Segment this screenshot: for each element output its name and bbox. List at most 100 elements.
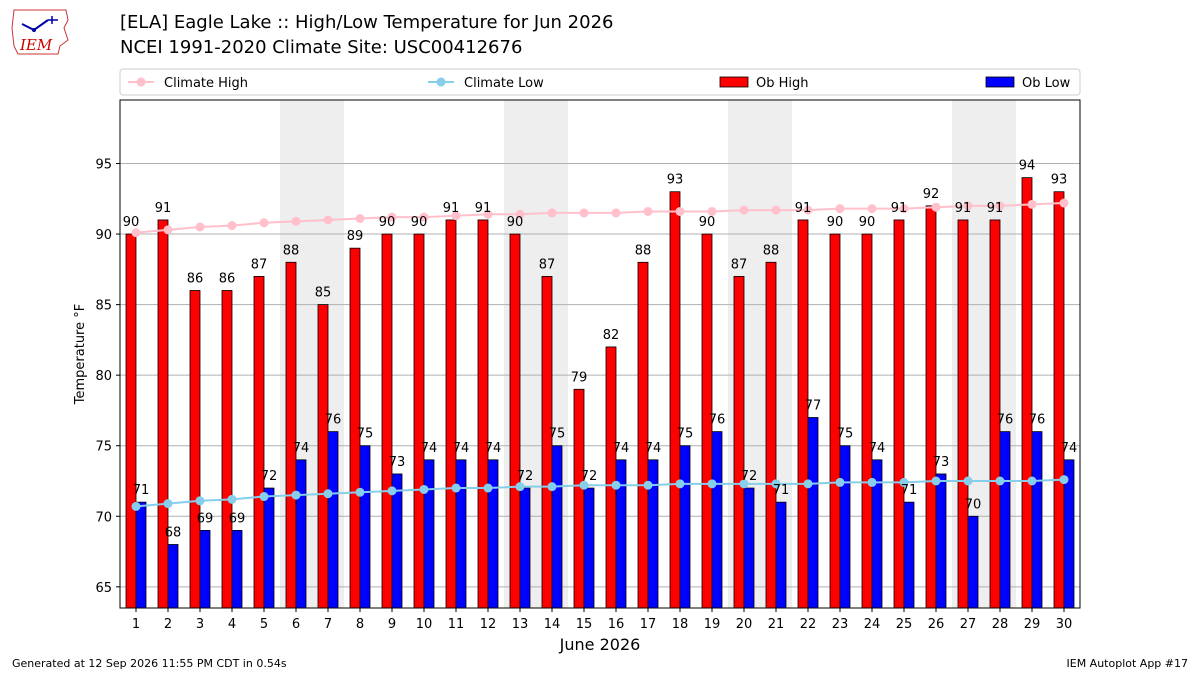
ob-low-bar [967,515,979,609]
climate-low-point [771,479,781,489]
ob-high-bar [157,219,169,609]
ob-high-bar-label: 91 [891,201,908,216]
x-tick-label: 20 [736,617,753,632]
climate-low-line [135,478,1065,508]
x-tick-label: 19 [704,617,721,632]
ob-low-bar [903,501,915,609]
ob-low-bar-label: 76 [1029,413,1046,428]
climate-low-point [643,480,653,490]
ob-high-bar-label: 90 [379,215,396,230]
ob-high-bar [285,261,297,609]
ob-high-bar [797,219,809,609]
ob-high-bar-label: 87 [251,257,268,272]
ob-high-bar-label: 90 [699,215,716,230]
climate-low-point [355,487,365,497]
climate-high-point [643,206,653,216]
y-axis-label: Temperature °F [73,304,88,405]
ob-high-bar [829,233,841,609]
ob-high-bar [381,233,393,609]
ob-high-bar-label: 91 [443,201,460,216]
ob-high-bar-label: 89 [347,229,364,244]
ob-low-bar [263,487,275,609]
ob-high-bar [605,346,617,609]
x-tick-label: 8 [356,617,364,632]
climate-high-point [579,208,589,218]
climate-low-point [835,477,845,487]
ob-low-bar-label: 71 [901,483,918,498]
climate-low-point [867,477,877,487]
climate-high-point [259,218,269,228]
ob-high-bar [509,233,521,609]
legend-marker [436,77,446,87]
climate-low-point [995,476,1005,486]
ob-low-bar [135,501,147,609]
ob-high-bar [541,275,553,609]
ob-low-bar [423,459,435,609]
ob-high-bar-label: 91 [795,201,812,216]
ob-low-bar-label: 73 [389,455,406,470]
y-tick-label: 70 [95,510,112,525]
ob-low-bar [455,459,467,609]
legend-label: Ob High [756,76,809,91]
legend-label: Climate High [164,76,248,91]
legend-label: Ob Low [1022,76,1071,91]
ob-low-bar-label: 72 [517,469,534,484]
x-tick-label: 26 [928,617,945,632]
climate-low-point [387,486,397,496]
ob-high-bar-label: 82 [603,328,620,343]
ob-low-bar-label: 70 [965,497,982,512]
x-tick-label: 28 [992,617,1009,632]
climate-low-point [803,479,813,489]
climate-low-point [1059,475,1069,485]
x-tick-label: 5 [260,617,268,632]
legend-box [119,68,1081,96]
ob-high-bar [669,191,681,609]
y-tick-label: 75 [95,440,112,455]
bar-value-labels: 90 91 86 86 87 88 85 89 90 90 91 91 90 87 79 82 88 93 90 87… [123,159,1078,541]
ob-high-bar [125,233,137,609]
ob-low-bar [551,445,563,609]
ob-high-bar [317,304,329,609]
ob-high-bar-label: 90 [859,215,876,230]
ob-low-bar [487,459,499,609]
app-id: IEM Autoplot App #17 [1066,657,1189,670]
ob-low-bar-label: 72 [581,469,598,484]
ob-low-bar-label: 72 [261,469,278,484]
climate-high-point [803,205,813,215]
y-tick-label: 95 [95,158,112,173]
x-tick-label: 14 [544,617,561,632]
ob-high-bar [925,205,937,609]
x-tick-label: 15 [576,617,593,632]
ob-high-bar-label: 87 [731,257,748,272]
climate-low-point [323,489,333,499]
climate-high-point [131,228,141,238]
ob-high-bar [1053,191,1065,609]
ob-high-bar-label: 88 [763,243,780,258]
ob-low-bar [519,487,531,609]
ob-high-bar [189,290,201,609]
x-tick-label: 4 [228,617,236,632]
ob-high-bar-label: 93 [667,173,684,188]
climate-high-point [739,205,749,215]
climate-high-point [1027,199,1037,209]
climate-high-point [195,222,205,232]
ob-high-bar [861,233,873,609]
x-tick-label: 13 [512,617,529,632]
ob-low-bar [359,445,371,609]
climate-high-point [835,204,845,214]
ob-high-bar [733,275,745,609]
climate-low-point [419,484,429,494]
climate-low-point [163,499,173,509]
climate-high-point [419,212,429,222]
ob-low-bar [743,487,755,609]
ob-low-bar-label: 77 [805,399,822,414]
ob-high-bar-label: 87 [539,257,556,272]
ob-low-bar-label: 74 [485,441,502,456]
ob-low-bar [167,544,179,609]
ob-high-bar [477,219,489,609]
climate-high-point [771,205,781,215]
ob-low-bar [199,529,211,609]
ob-low-bar-label: 76 [325,413,342,428]
climate-low-point [483,483,493,493]
